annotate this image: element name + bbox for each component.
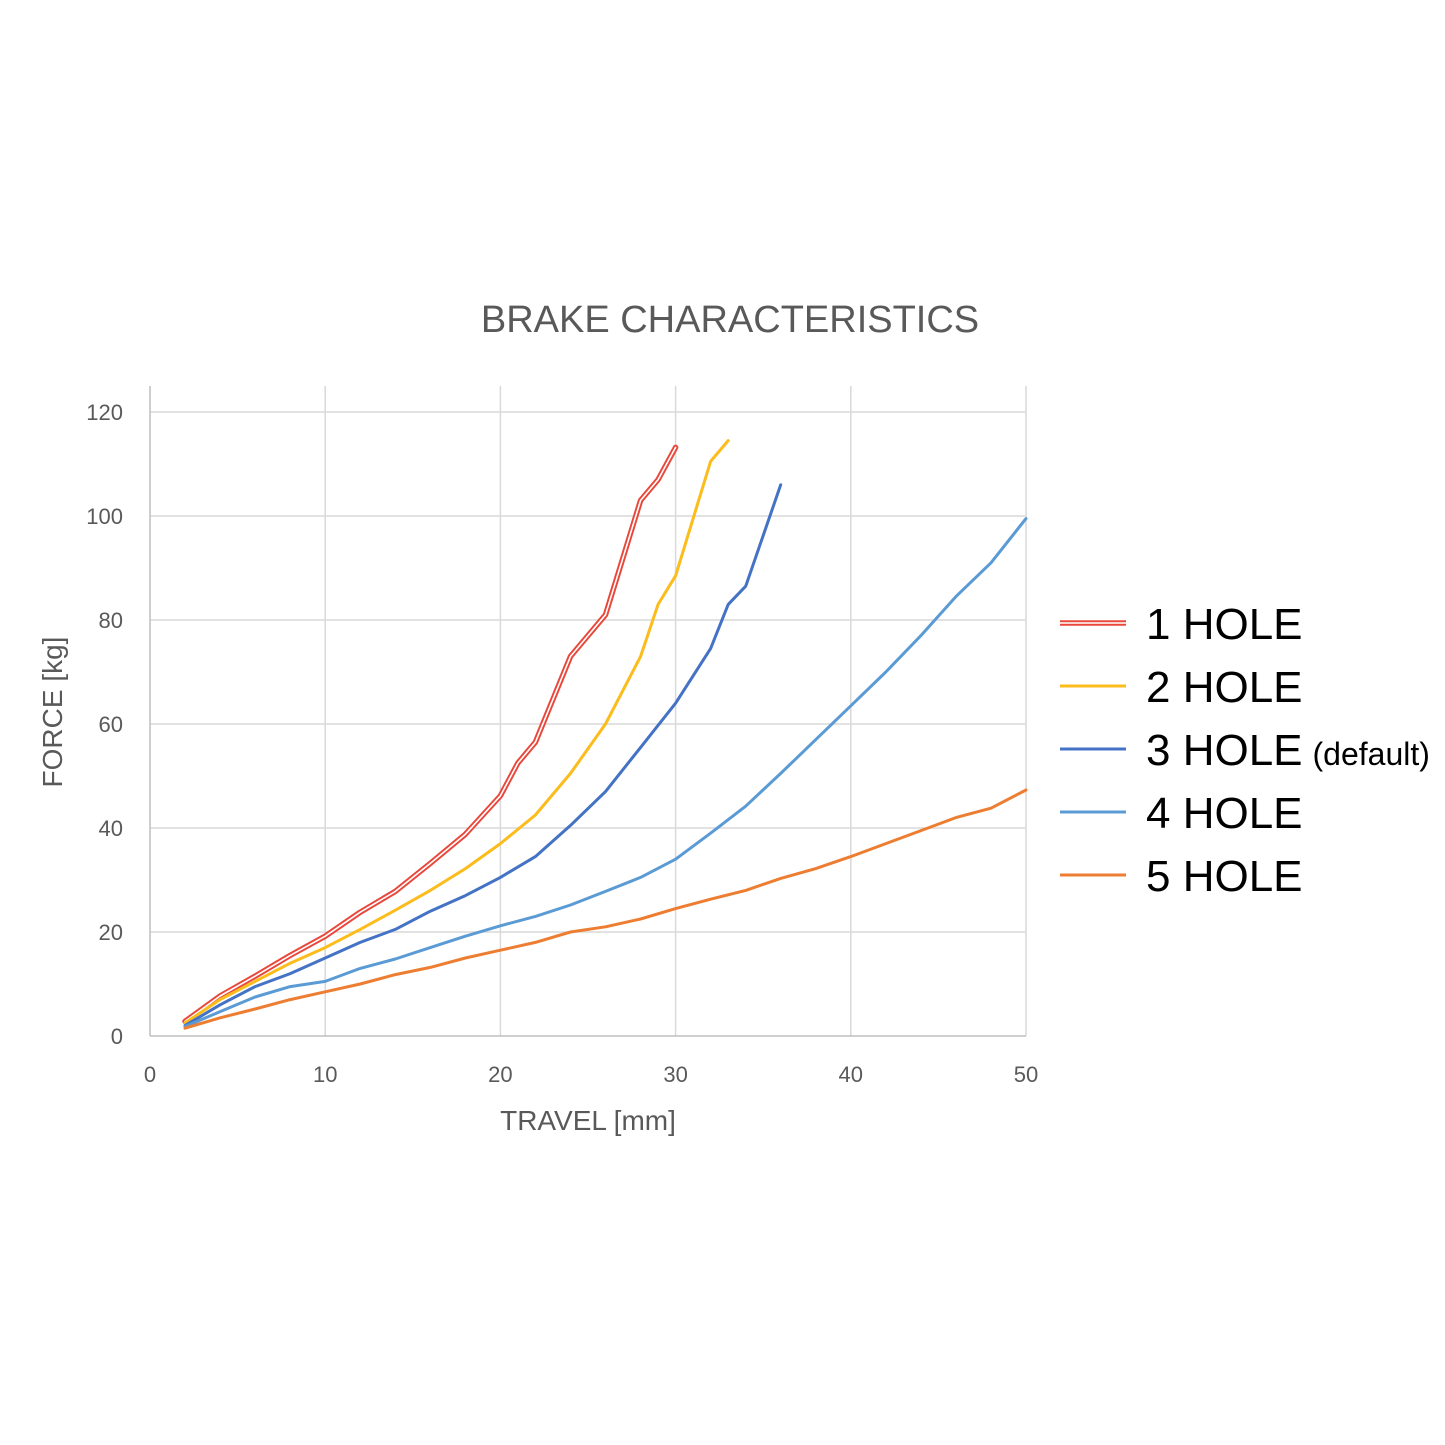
y-tick-label: 20 [99,920,123,945]
series-5-line [183,788,1028,1030]
x-axis-title: TRAVEL [mm] [500,1105,676,1136]
tick-labels: 0 10 20 30 40 50 0 20 40 60 80 100 120 [86,400,1038,1087]
x-tick-label: 0 [144,1062,156,1087]
chart-title: BRAKE CHARACTERISTICS [481,299,979,341]
y-axis-title: FORCE [kg] [37,637,68,788]
series-lines [182,439,1028,1030]
series-1-line [182,444,679,1025]
x-tick-label: 50 [1014,1062,1038,1087]
x-tick-label: 20 [488,1062,512,1087]
legend-item-2: 2 HOLE [1060,663,1303,712]
y-tick-label: 100 [86,504,123,529]
x-tick-label: 30 [663,1062,687,1087]
y-tick-label: 0 [111,1024,123,1049]
series-2-line [183,439,730,1025]
x-tick-label: 10 [313,1062,337,1087]
legend-label: 2 HOLE [1146,663,1303,712]
y-tick-label: 120 [86,400,123,425]
y-tick-label: 80 [99,608,123,633]
legend: 1 HOLE 2 HOLE 3 HOLE (default) 4 HOLE 5 HOLE [1060,600,1430,901]
axes [149,386,1026,1037]
legend-label: 3 HOLE (default) [1146,726,1430,775]
legend-item-1: 1 HOLE [1060,600,1303,649]
legend-item-5: 5 HOLE [1060,852,1303,901]
legend-label: 1 HOLE [1146,600,1303,649]
y-tick-label: 60 [99,712,123,737]
legend-label: 5 HOLE [1146,852,1303,901]
grid [150,386,1027,1036]
legend-label: 4 HOLE [1146,789,1303,838]
legend-item-4: 4 HOLE [1060,789,1303,838]
legend-item-3: 3 HOLE (default) [1060,726,1430,775]
series-4-line [183,517,1028,1029]
x-tick-label: 40 [839,1062,863,1087]
series-3-line [183,483,783,1028]
y-tick-label: 40 [99,816,123,841]
